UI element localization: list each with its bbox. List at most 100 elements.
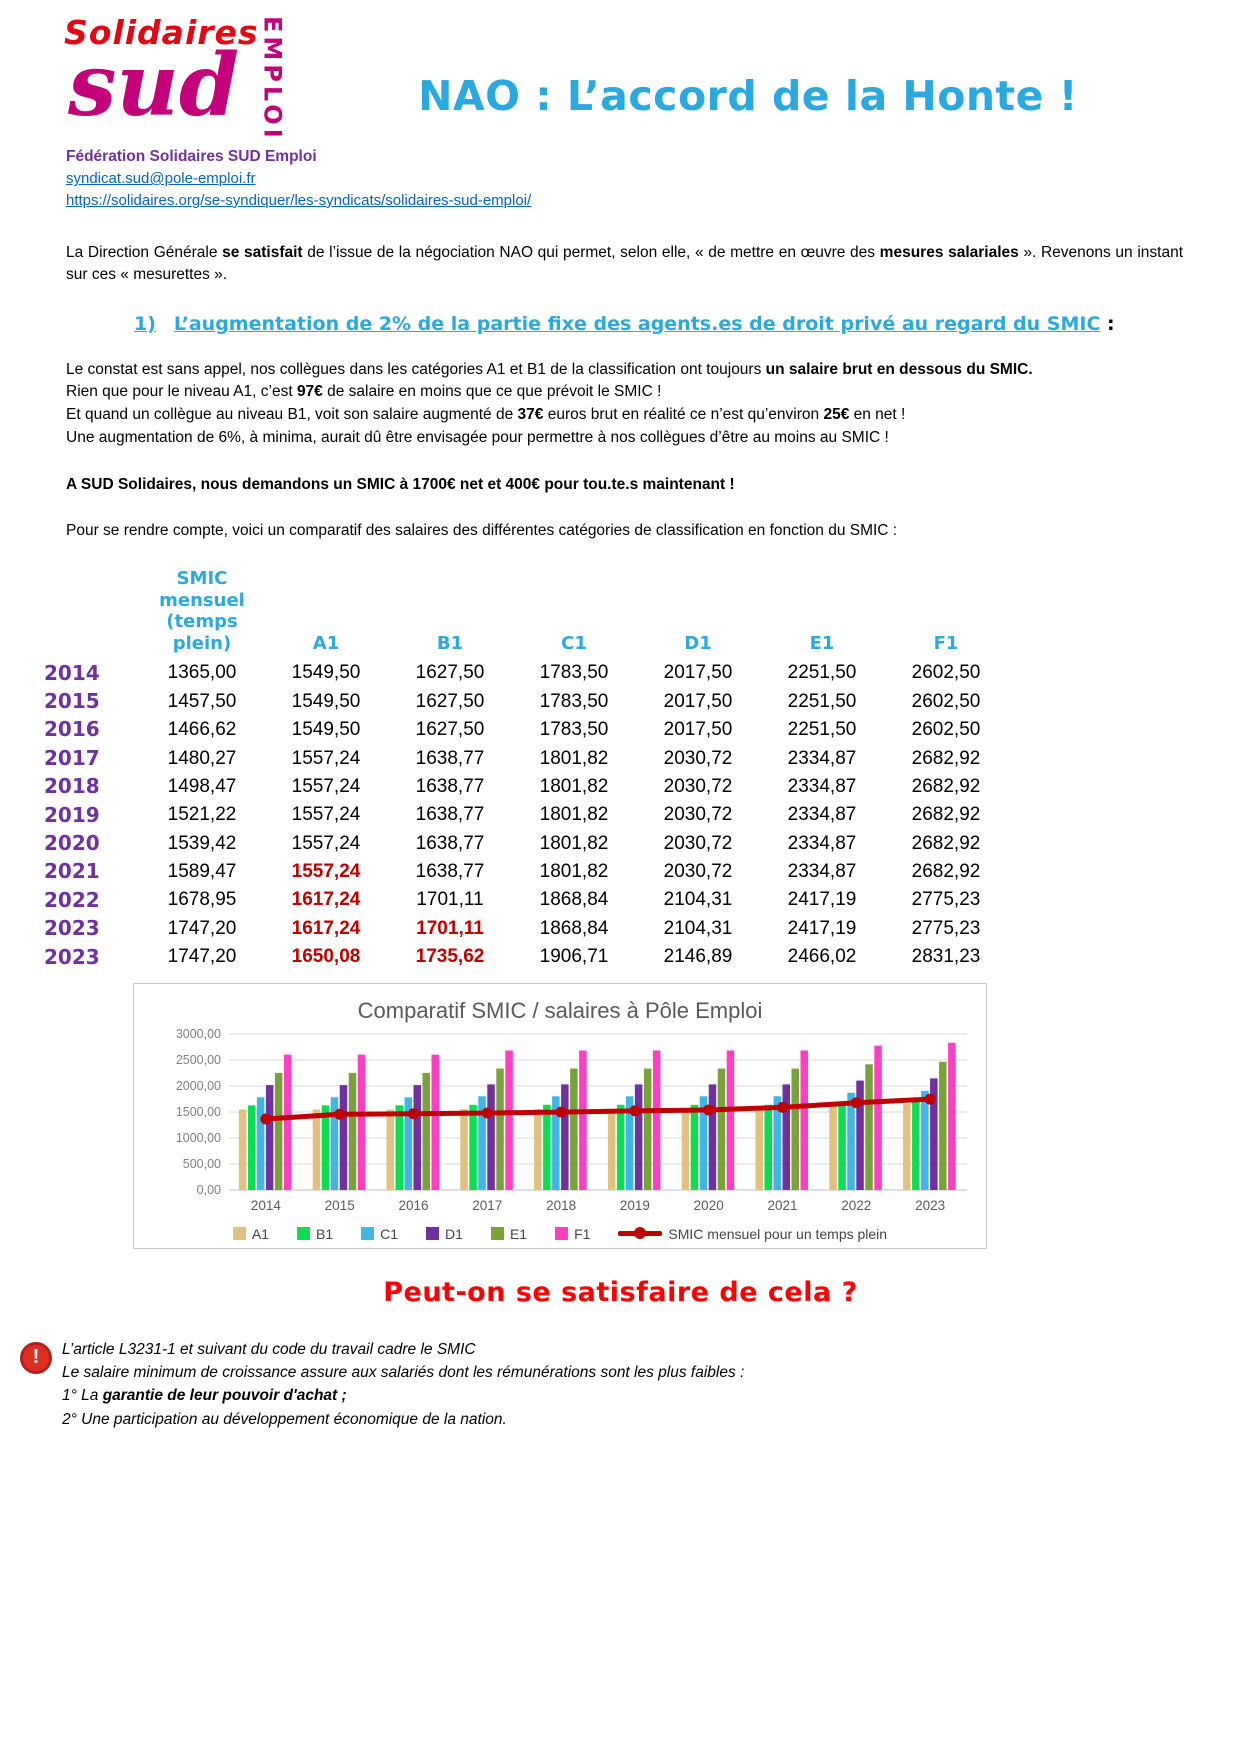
bar-C1-2021 [773,1096,781,1190]
cell-D1: 2146,89 [663,946,733,968]
x-axis-labels: 2014 2015 2016 2017 2018 2019 2020 2021 2022 2023 [251,1198,945,1213]
cell-B1: 1627,50 [415,662,485,684]
cell-D1: 2030,72 [663,832,733,854]
demand-statement: A SUD Solidaires, nous demandons un SMIC… [66,476,735,494]
salary-table: SMIC mensuel (temps plein) A1 B1 C1 D1 E… [36,568,1008,971]
bar-B1-2022 [838,1101,846,1190]
bar-F1-2017 [505,1050,513,1190]
header-row: SMIC mensuel (temps plein) A1 B1 C1 D1 E… [36,568,1008,658]
cell-smic: 1365,00 [167,662,237,684]
cell-F1: 2602,50 [911,690,981,712]
bar-B1-2017 [469,1104,477,1190]
email-link[interactable]: syndicat.sud@pole-emploi.fr [66,170,256,188]
bar-E1-2023 [939,1061,947,1190]
cell-F1: 2602,50 [911,719,981,741]
smic-column-header: SMIC mensuel (temps plein) [159,568,245,655]
cell-C1: 1801,82 [539,775,609,797]
table-row: 2020 1539,42 1557,24 1638,77 1801,82 2030,72 2… [36,829,1008,857]
bar-B1-2023 [912,1099,920,1190]
warning-icon: ! [20,1341,52,1374]
legend-swatch-E1 [490,1227,504,1241]
bar-D1-2014 [265,1085,274,1190]
bar-E1-2021 [791,1068,799,1190]
table-row: 2019 1521,22 1557,24 1638,77 1801,82 2030,72 2… [36,801,1008,829]
cell-B1: 1638,77 [415,861,485,883]
bar-B1-2021 [764,1104,772,1190]
row-year: 2021 [44,859,100,884]
logo-text: Solidaires sud [64,16,259,142]
bar-D1-2022 [856,1080,864,1190]
cell-D1: 2104,31 [663,917,733,939]
svg-text:2021: 2021 [767,1198,797,1213]
bar-C1-2015 [330,1097,339,1190]
svg-text:2500,00: 2500,00 [176,1053,221,1067]
chart-container: Comparatif SMIC / salaires à Pôle Emploi… [133,982,987,1249]
cell-F1: 2775,23 [911,917,981,939]
footer-text: L’article L3231-1 et suivant du code du … [62,1338,744,1431]
bar-D1-2017 [487,1084,495,1190]
row-year: 2018 [44,774,100,799]
column-header-b1: B1 [436,633,464,655]
cell-E1: 2417,19 [787,917,857,939]
svg-text:1500,00: 1500,00 [176,1105,221,1119]
cell-A1: 1650,08 [291,946,361,968]
bar-F1-2016 [431,1054,439,1190]
y-axis-labels: 0,00 500,00 1000,00 1500,00 2000,00 2500,00 30… [176,1027,221,1197]
cell-smic: 1498,47 [167,775,237,797]
bars [238,1042,956,1190]
bar-A1-2021 [755,1108,763,1190]
bar-E1-2022 [865,1064,873,1190]
table-row: 2021 1589,47 1557,24 1638,77 1801,82 2030,72 2… [36,857,1008,885]
bar-A1-2014 [238,1109,247,1190]
paragraph-a1: Rien que pour le niveau A1, c’est 97€ de… [66,383,662,401]
legend-swatch-F1 [555,1227,569,1241]
row-year: 2022 [44,887,100,912]
cell-D1: 2030,72 [663,804,733,826]
section-1-colon: : [1100,312,1115,335]
cell-smic: 1747,20 [167,946,237,968]
table-row: 2022 1678,95 1617,24 1701,11 1868,84 2104,31 2… [36,886,1008,914]
bar-C1-2023 [921,1090,929,1190]
svg-text:2022: 2022 [841,1198,871,1213]
bar-A1-2022 [829,1105,837,1190]
cell-E1: 2334,87 [787,775,857,797]
bar-C1-2022 [847,1092,855,1190]
rhetorical-question: Peut-on se satisfaire de cela ? [383,1276,858,1308]
cell-C1: 1801,82 [539,832,609,854]
cell-C1: 1783,50 [539,662,609,684]
svg-text:2014: 2014 [251,1198,282,1213]
bar-F1-2022 [874,1045,882,1190]
cell-F1: 2831,23 [911,946,981,968]
website-link[interactable]: https://solidaires.org/se-syndiquer/les-… [66,191,532,209]
smic-line [260,1093,936,1125]
bar-E1-2014 [274,1072,283,1190]
footer-note: ! L’article L3231-1 et suivant du code d… [20,1338,1183,1431]
cell-A1: 1557,24 [291,775,361,797]
cell-C1: 1801,82 [539,804,609,826]
cell-F1: 2602,50 [911,662,981,684]
table-row: 2018 1498,47 1557,24 1638,77 1801,82 2030,72 2… [36,772,1008,800]
intro-paragraph: La Direction Générale se satisfait de l’… [66,243,1183,284]
cell-C1: 1783,50 [539,719,609,741]
bar-D1-2020 [708,1084,717,1190]
legend-swatch-B1 [297,1227,311,1241]
page-title: NAO : L’accord de la Honte ! [418,72,1078,120]
table-row: 2015 1457,50 1549,50 1627,50 1783,50 2017,50 2… [36,687,1008,715]
cell-C1: 1783,50 [539,690,609,712]
cell-C1: 1868,84 [539,917,609,939]
bar-E1-2020 [717,1068,726,1190]
svg-text:2017: 2017 [472,1198,502,1213]
bar-A1-2019 [607,1108,616,1190]
bar-C1-2019 [625,1096,634,1190]
bar-A1-2017 [460,1108,468,1190]
row-year: 2019 [44,802,100,827]
year-column-header [36,568,140,658]
cell-C1: 1801,82 [539,861,609,883]
cell-smic: 1521,22 [167,804,237,826]
legend-item-B1: B1 [297,1226,333,1242]
bar-D1-2015 [339,1085,348,1190]
bar-E1-2016 [422,1072,430,1190]
comparison-intro: Pour se rendre compte, voici un comparat… [66,522,898,540]
cell-A1: 1549,50 [291,690,361,712]
column-header-a1: A1 [312,633,340,655]
